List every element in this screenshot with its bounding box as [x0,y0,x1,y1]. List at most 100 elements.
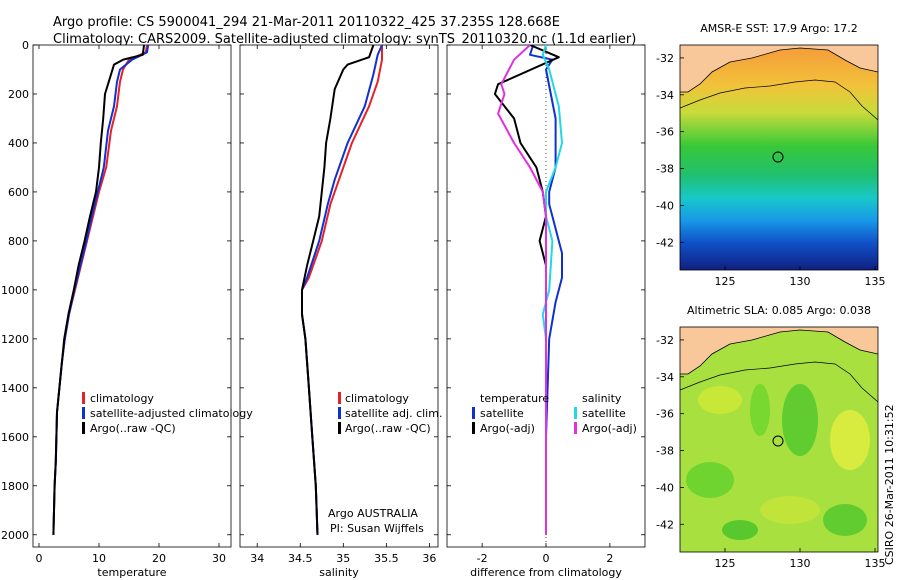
map-x-tick-label: 135 [865,557,886,570]
map-x-tick-label: 125 [715,557,736,570]
legend-label-satellite: satellite adj. clim. [345,407,442,420]
sla-map-coastline [680,329,878,375]
sst-map-title: AMSR-E SST: 17.9 Argo: 17.2 [700,22,858,35]
sla-feature [750,384,770,436]
x-tick-label: 10 [92,552,106,565]
x-tick-label: -2 [477,552,488,565]
y-tick-label: 800 [8,235,29,248]
y-tick-label: 600 [8,186,29,199]
x-tick-label: 34 [250,552,264,565]
temperature-legend: climatology satellite-adjusted climatolo… [82,392,253,435]
x-tick-label: 20 [152,552,166,565]
legend-swatch-argo [338,422,341,434]
sst-map-field [680,45,878,270]
y-tick-label: 1200 [1,333,29,346]
legend-heading-temperature: temperature [480,392,549,405]
series-line-salinity-satellite [541,45,563,535]
timestamp-text: CSIRO 26-Mar-2011 10:31:52 [883,404,896,565]
x-tick-label: 35.5 [374,552,399,565]
map-y-tick-label: -32 [656,334,674,347]
sla-map-land [680,327,878,374]
x-tick-label: 35 [336,552,350,565]
salinity-legend: climatology satellite adj. clim. Argo(..… [328,392,442,535]
sst-map: AMSR-E SST: 17.9 Argo: 17.2 [679,22,879,271]
series-line-salinity-argo-adj- [497,45,547,535]
x-tick-label: 30 [212,552,226,565]
map-y-tick-label: -32 [656,52,674,65]
sla-map: Altimetric SLA: 0.085 Argo: 0.038 [679,304,879,553]
legend-label-climatology: climatology [345,392,409,405]
sla-map-isobath [680,361,878,403]
header-line2: Climatology: CARS2009. Satellite-adjuste… [53,32,636,47]
sst-map-coastline [680,47,878,93]
map-y-tick-label: -42 [656,518,674,531]
x-tick-label: 34.5 [288,552,313,565]
sla-feature [823,504,867,536]
legend-label-sal-argo: Argo(-adj) [582,422,637,435]
map-y-tick-label: -38 [656,445,674,458]
map-x-tick-label: 130 [790,275,811,288]
legend-label-argo: Argo(..raw -QC) [90,422,176,435]
map-y-tick-label: -40 [656,481,674,494]
annotation-pi: PI: Susan Wijffels [330,522,424,535]
x-tick-label: 2 [606,552,613,565]
x-axis-label: difference from climatology [470,566,622,579]
legend-label-sal-satellite: satellite [582,407,626,420]
y-tick-label: 1400 [1,382,29,395]
plot-frame [32,44,232,548]
sla-feature [760,496,820,524]
sla-map-title: Altimetric SLA: 0.085 Argo: 0.038 [687,304,871,317]
legend-swatch-temp-argo [472,422,475,434]
legend-label-temp-satellite: satellite [480,407,524,420]
sla-map-float-marker [772,435,784,447]
map-y-tick-label: -34 [656,371,674,384]
legend-label-argo: Argo(..raw -QC) [345,422,431,435]
plot-frame [239,44,439,548]
map-y-tick-label: -36 [656,408,674,421]
legend-swatch-temp-satellite [472,407,475,419]
sst-map-isobath [680,79,878,121]
legend-swatch-argo [82,422,85,434]
series-line-temperature-satellite [529,45,563,535]
y-tick-label: 2000 [1,529,29,542]
map-x-tick-label: 125 [715,275,736,288]
y-tick-label: 0 [22,39,29,52]
timestamp-stamp: CSIRO 26-Mar-2011 10:31:52 [883,404,896,565]
map-x-tick-label: 130 [790,557,811,570]
difference-legend: temperature satellite Argo(-adj) salinit… [472,392,637,435]
y-tick-label: 1000 [1,284,29,297]
sla-feature [686,462,734,498]
map-y-tick-label: -40 [656,199,674,212]
x-tick-label: 36 [422,552,436,565]
map-y-tick-label: -36 [656,126,674,139]
sla-feature [722,520,758,540]
legend-label-satellite: satellite-adjusted climatology [90,407,253,420]
sla-feature [830,410,870,470]
legend-swatch-satellite [338,407,341,419]
x-axis-label: temperature [97,566,166,579]
map-y-tick-label: -38 [656,163,674,176]
legend-swatch-satellite [82,407,85,419]
salinity-panel: 34 34.5 35 35.5 36 salinity [239,44,439,579]
y-tick-label: 1600 [1,431,29,444]
legend-label-temp-argo: Argo(-adj) [480,422,535,435]
annotation-argo-australia: Argo AUSTRALIA [328,507,418,520]
legend-swatch-climatology [338,392,341,404]
x-axis-label: salinity [319,566,359,579]
map-x-tick-label: 135 [865,275,886,288]
legend-swatch-climatology [82,392,85,404]
x-tick-label: 0 [543,552,550,565]
sst-map-land [680,45,878,92]
legend-heading-salinity: salinity [582,392,622,405]
sla-feature [698,386,742,414]
x-tick-label: 0 [36,552,43,565]
y-tick-label: 1800 [1,480,29,493]
map-y-tick-label: -42 [656,236,674,249]
sla-feature [782,384,818,456]
header-line1: Argo profile: CS 5900041_294 21-Mar-2011… [53,15,560,30]
sst-map-float-marker [772,151,784,163]
temperature-panel: 0 10 20 30 0 200 400 600 800 1000 1200 1400 1600 1800… [1,39,232,579]
y-tick-label: 200 [8,88,29,101]
